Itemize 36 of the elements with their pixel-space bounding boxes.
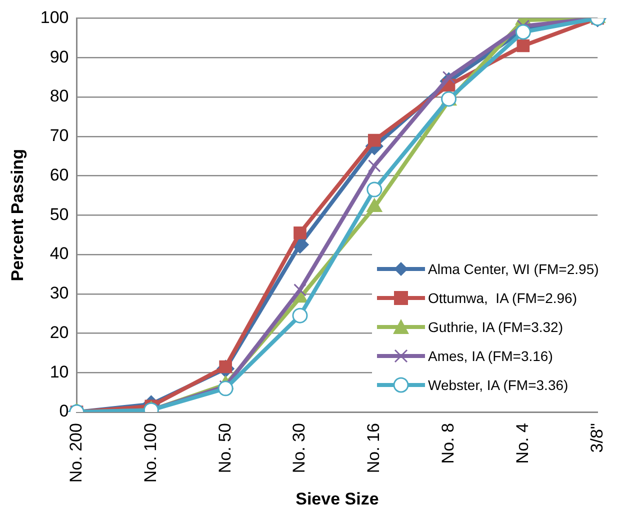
y-tick-label: 100 — [40, 8, 69, 27]
legend-label: Ames, IA (FM=3.16) — [428, 348, 553, 364]
x-tick-label: No. 200 — [66, 423, 86, 483]
point — [442, 70, 456, 84]
y-tick-label: 10 — [50, 362, 69, 382]
y-axis-title: Percent Passing — [8, 148, 27, 282]
x-tick-label: No. 8 — [438, 423, 458, 464]
point — [294, 284, 306, 296]
x-tick-label: No. 30 — [290, 423, 309, 474]
legend-label: Webster, IA (FM=3.36) — [428, 376, 568, 392]
legend-label: Guthrie, IA (FM=3.32) — [428, 318, 563, 334]
y-tick-label: 30 — [50, 284, 69, 303]
x-tick-label: No. 50 — [215, 423, 234, 474]
y-tick-label: 50 — [50, 204, 69, 224]
y-tick-label: 70 — [50, 126, 69, 146]
x-tick-label: No. 4 — [512, 423, 532, 464]
point — [366, 182, 382, 198]
x-axis-title: Sieve Size — [296, 489, 379, 508]
legend-label: Ottumwa, IA (FM=2.96) — [428, 290, 577, 306]
y-tick-label: 20 — [50, 322, 69, 342]
y-tick-label: 90 — [50, 47, 69, 66]
point — [368, 159, 381, 172]
point — [516, 39, 530, 52]
y-tick-label: 0 — [59, 402, 69, 421]
x-tick-label: 3/8" — [587, 423, 606, 453]
y-tick-label: 80 — [50, 86, 69, 106]
x-tick-label: No. 16 — [364, 423, 384, 474]
y-tick-label: 40 — [50, 244, 69, 264]
point — [292, 308, 308, 324]
x-tick-label: No. 100 — [140, 423, 160, 483]
y-tick-label: 60 — [50, 165, 69, 184]
point — [218, 380, 234, 396]
point — [515, 24, 531, 40]
legend-label: Alma Center, WI (FM=2.95) — [428, 260, 599, 276]
point — [368, 134, 381, 147]
point — [294, 226, 306, 240]
